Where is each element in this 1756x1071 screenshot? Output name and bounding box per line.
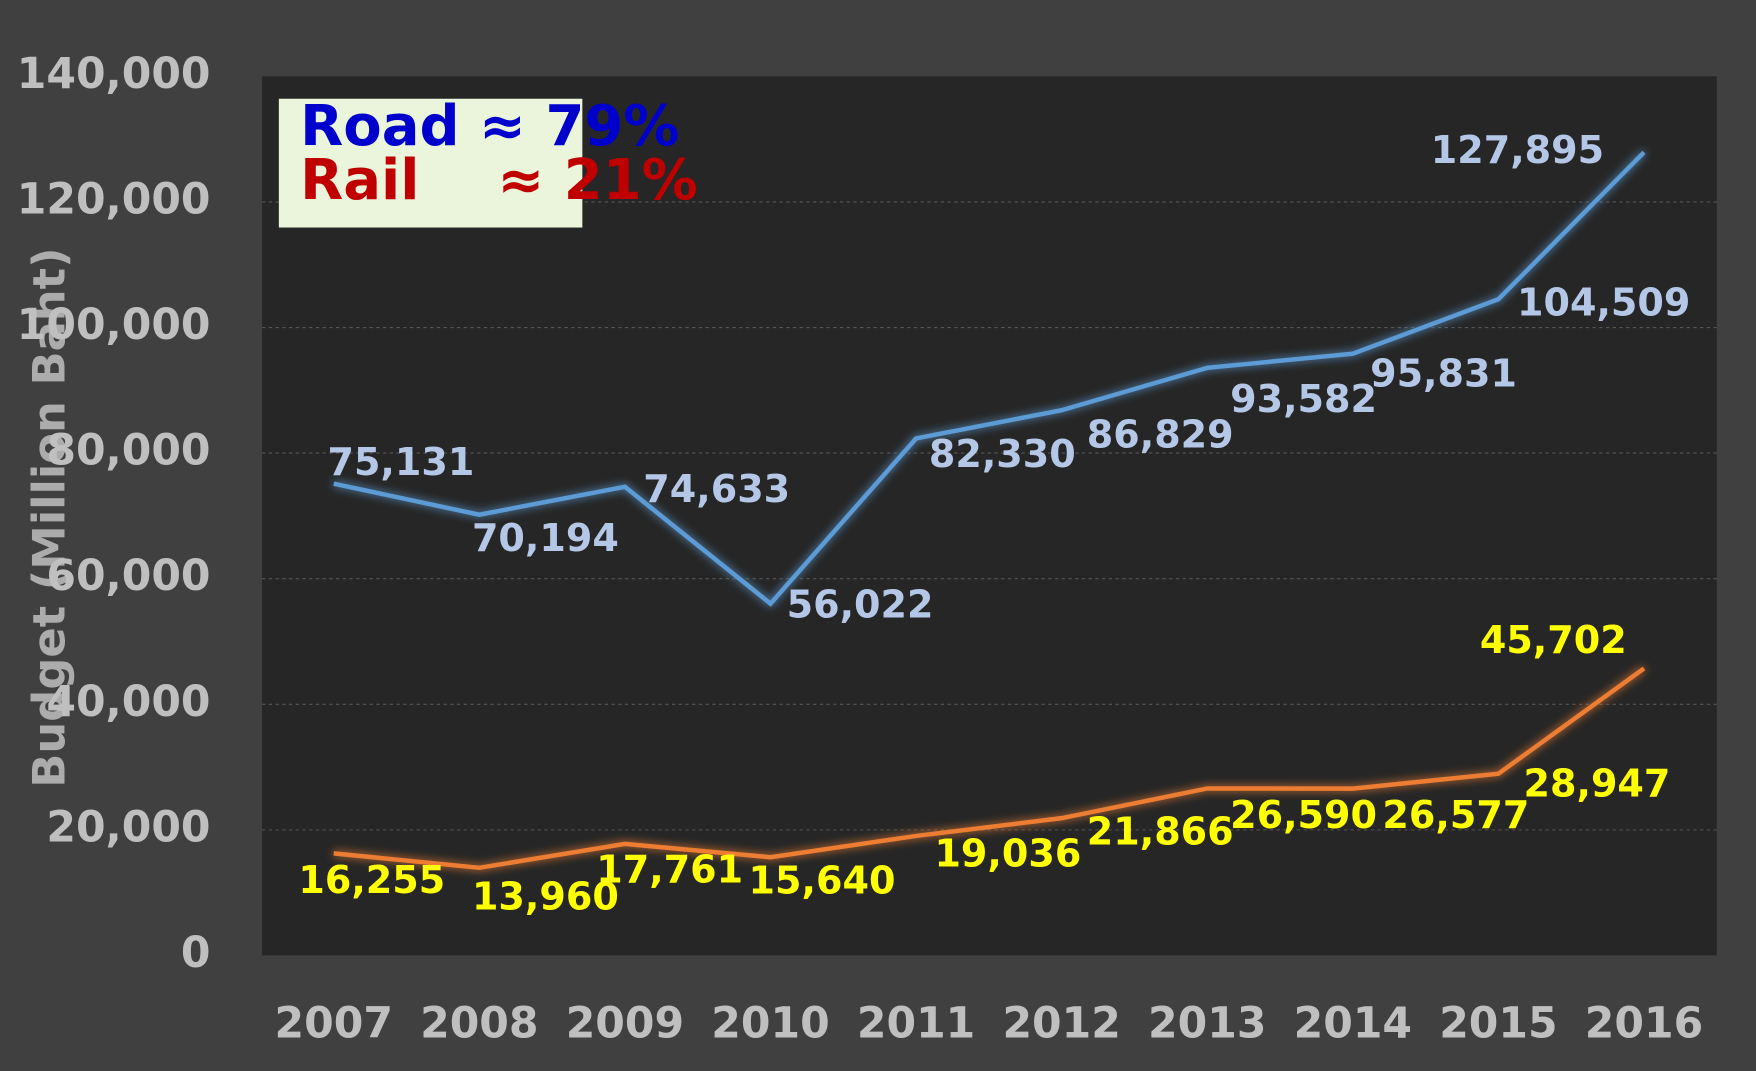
data-label: 75,131: [327, 440, 474, 484]
data-label: 74,633: [643, 467, 790, 511]
data-label: 86,829: [1087, 413, 1234, 457]
data-label: 93,582: [1230, 377, 1377, 421]
x-tick-label: 2010: [711, 1000, 829, 1049]
data-label: 19,036: [934, 832, 1081, 876]
layer: 0 20,000 40,000 60,000 80,000 100,000 120,000 1…: [17, 50, 1717, 1049]
y-tick-label: 60,000: [46, 552, 210, 601]
data-label: 45,702: [1480, 618, 1627, 662]
y-tick-label: 40,000: [46, 678, 210, 727]
data-label: 17,761: [596, 847, 743, 891]
series-line: [333, 666, 1646, 871]
annotation-box: [278, 98, 583, 228]
y-tick-label: 20,000: [46, 803, 210, 852]
data-label: 13,960: [472, 875, 619, 919]
y-axis-label: Budget (Million Baht): [23, 247, 76, 787]
x-tick-label: 2014: [1294, 1000, 1412, 1049]
data-label: 56,022: [787, 583, 934, 627]
x-tick-label: 2011: [857, 1000, 975, 1049]
x-tick-label: 2013: [1148, 1000, 1266, 1049]
data-label: 127,895: [1431, 128, 1604, 172]
x-tick-label: 2007: [275, 1000, 393, 1049]
data-label: 26,577: [1382, 793, 1529, 837]
annotation: Road ≈ 79%: [300, 94, 679, 159]
y-tick-label: 100,000: [17, 301, 211, 350]
data-label: 15,640: [749, 859, 896, 903]
x-tick-label: 2012: [1002, 1000, 1120, 1049]
data-label: 82,330: [929, 432, 1076, 476]
series-line: [333, 150, 1646, 607]
data-label: 70,194: [472, 516, 619, 560]
x-tick-label: 2016: [1585, 1000, 1703, 1049]
x-tick-label: 2008: [420, 1000, 538, 1049]
data-label: 21,866: [1087, 809, 1234, 853]
data-label: 28,947: [1524, 762, 1671, 806]
data-label: 26,590: [1230, 793, 1377, 837]
data-label: 16,255: [298, 858, 445, 902]
data-label: 95,831: [1370, 352, 1517, 396]
x-tick-label: 2009: [566, 1000, 684, 1049]
x-tick-label: 2015: [1439, 1000, 1557, 1049]
data-label: 104,509: [1517, 280, 1690, 324]
y-tick-label: 80,000: [46, 427, 210, 476]
annotation: Rail ≈ 21%: [300, 148, 698, 213]
y-tick-label: 140,000: [17, 50, 211, 99]
y-tick-label: 0: [181, 929, 211, 978]
y-tick-label: 120,000: [17, 175, 211, 224]
